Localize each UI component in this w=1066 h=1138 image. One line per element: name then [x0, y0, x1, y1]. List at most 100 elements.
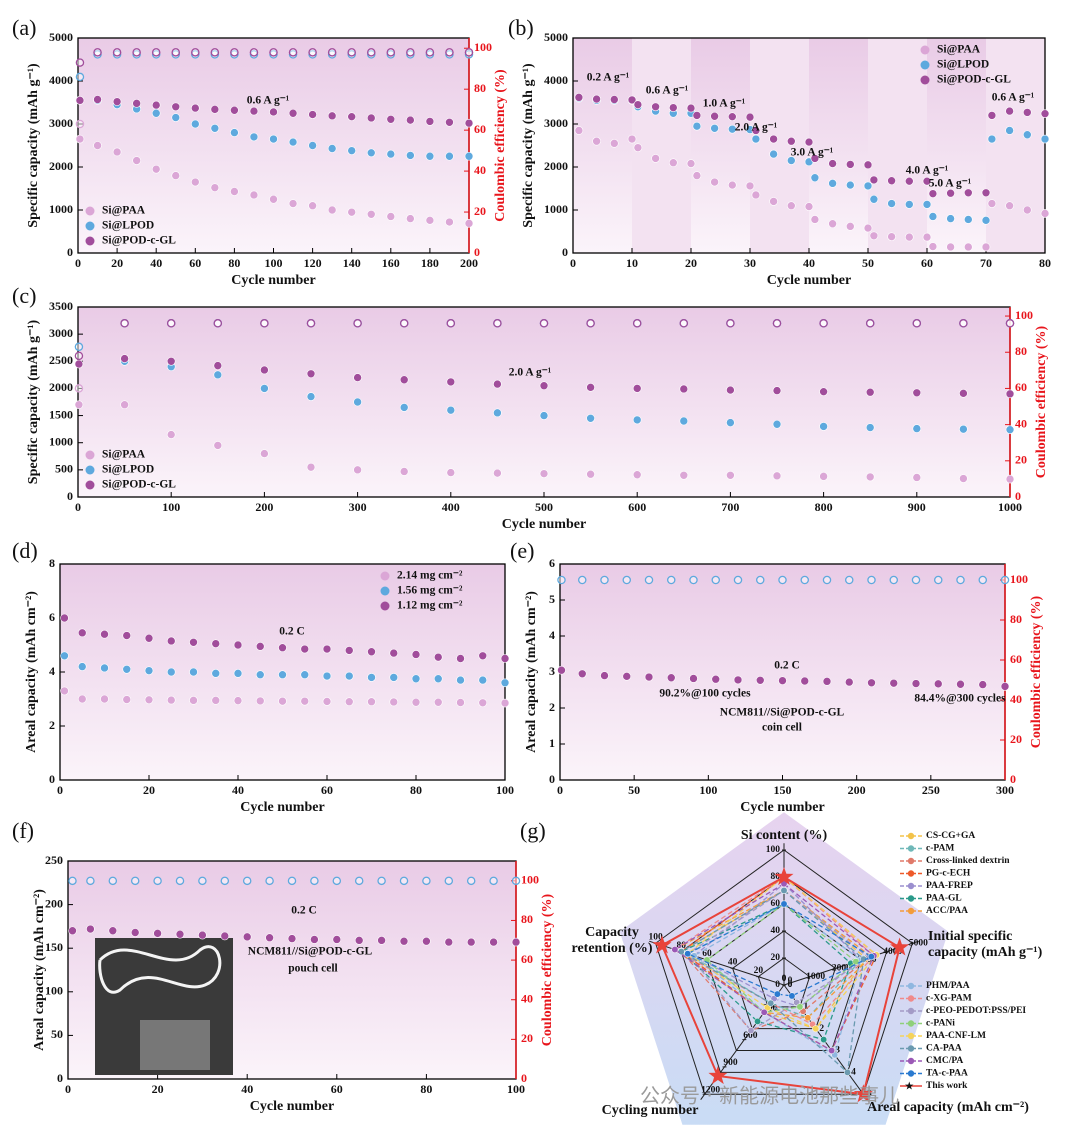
radar-tick-label: 4000 [883, 947, 902, 957]
y-tick-label: 2000 [49, 159, 73, 173]
annotation: 0.2 C [774, 660, 800, 672]
data-point [689, 674, 698, 683]
y2-tick-label: 80 [521, 912, 533, 926]
data-point [981, 242, 991, 252]
data-point [586, 383, 595, 392]
data-point [288, 137, 298, 147]
data-point [112, 97, 122, 106]
ce-point [911, 575, 921, 585]
data-point [464, 118, 474, 128]
data-point [100, 663, 109, 673]
y-tick-label: 250 [45, 853, 63, 867]
data-point [845, 180, 855, 190]
data-point [151, 164, 161, 174]
data-point [112, 147, 122, 157]
y-tick-label: 3000 [544, 116, 568, 130]
data-point [726, 418, 735, 427]
data-point [912, 473, 922, 482]
data-point [347, 207, 357, 217]
ce-point [726, 319, 735, 328]
radar-tick-label: 80 [677, 941, 687, 951]
data-point [122, 664, 132, 674]
x-tick-label: 50 [628, 783, 640, 797]
y-axis-label: Specific capacity (mAh g⁻¹) [26, 319, 41, 484]
data-point [446, 377, 456, 387]
radar-point [867, 953, 875, 961]
data-point [651, 102, 660, 112]
ce-point [464, 48, 474, 57]
x-tick-label: 700 [721, 500, 739, 514]
y-axis-label: Areal capacity (mAh cm⁻²) [32, 889, 47, 1051]
y-tick-label: 2500 [49, 353, 73, 367]
data-point [609, 139, 619, 148]
y-tick-label: 3 [549, 664, 555, 678]
data-point [211, 639, 221, 648]
ce-point [306, 319, 316, 328]
data-point [692, 121, 702, 131]
y-tick-label: 4000 [49, 73, 73, 87]
radar-ring [706, 903, 862, 1052]
data-point [755, 675, 765, 685]
plot-frame [59, 563, 506, 781]
data-point [539, 381, 549, 391]
data-point [166, 695, 176, 705]
ce-point [166, 319, 176, 328]
ce-point [287, 876, 297, 886]
data-point [425, 117, 435, 126]
data-point [466, 937, 476, 947]
y-tick-label: 500 [55, 462, 73, 476]
data-point [928, 189, 938, 198]
ce-point [578, 575, 587, 585]
data-point [366, 113, 376, 123]
radar-point [852, 958, 860, 966]
legend-label: Si@LPOD [102, 220, 154, 232]
legend-label: Si@PAA [102, 205, 146, 217]
data-point [686, 103, 696, 113]
data-point [344, 646, 354, 655]
data-point [493, 379, 502, 389]
legend-label: Si@POD-c-GL [102, 479, 176, 491]
annotation: 1.0 A g⁻¹ [703, 98, 745, 110]
data-point [946, 214, 955, 223]
data-point [353, 373, 362, 382]
data-point [230, 128, 239, 137]
x-axis-label: Cycle number [740, 800, 824, 815]
y-tick-label: 4000 [544, 73, 568, 87]
radar-point [788, 992, 796, 1000]
data-point [367, 647, 376, 657]
legend-marker [907, 907, 915, 915]
data-point [863, 160, 873, 170]
radar-tick-label: 3 [835, 1046, 840, 1056]
plot-frame [572, 37, 1046, 254]
ce-point [288, 48, 298, 57]
y2-tick-label: 100 [521, 873, 539, 887]
x-tick-label: 10 [626, 256, 638, 270]
legend-marker [920, 75, 930, 85]
data-point [191, 177, 200, 187]
radar-point [780, 900, 788, 908]
legend-label: Si@PAA [937, 44, 981, 56]
data-point [609, 95, 619, 104]
ce-point [1005, 319, 1015, 328]
y-tick-label: 5000 [49, 30, 73, 44]
data-point [500, 654, 510, 663]
data-point [592, 94, 601, 104]
y2-tick-label: 20 [474, 204, 486, 218]
ce-point [151, 48, 161, 57]
radar-point [677, 948, 685, 956]
data-point [493, 408, 502, 418]
y2-tick-label: 100 [1010, 572, 1028, 586]
data-point [828, 179, 837, 188]
data-point [845, 160, 855, 169]
radar-tick-label: 20 [771, 953, 781, 963]
x-tick-label: 0 [75, 256, 81, 270]
x-tick-label: 40 [803, 256, 815, 270]
data-point [151, 100, 161, 110]
data-point [981, 216, 991, 225]
data-point [478, 698, 488, 708]
y2-tick-label: 100 [474, 40, 492, 54]
data-point [800, 676, 810, 686]
legend-label: PAA-CNF-LM [926, 1031, 986, 1041]
data-point [386, 149, 396, 159]
